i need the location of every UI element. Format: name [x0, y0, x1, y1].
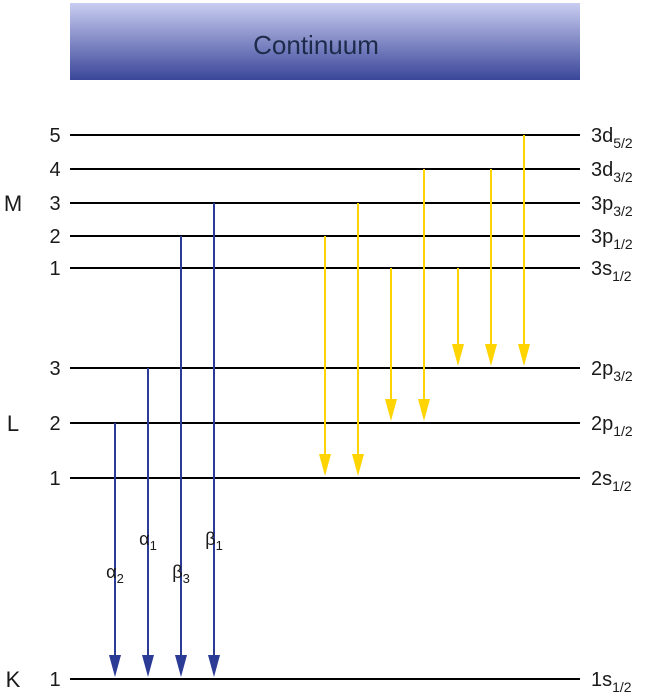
arrowhead — [175, 655, 187, 677]
arrowhead — [142, 655, 154, 677]
orbital-subscript: 1/2 — [613, 236, 633, 252]
arrowhead — [109, 655, 121, 677]
level-2p12: 2 2p1/2 — [49, 413, 632, 439]
orbital-name: 3p — [591, 226, 613, 248]
level-orbital-label: 1s1/2 — [591, 669, 632, 695]
shell-label-l: L — [7, 411, 19, 436]
level-3p12: 2 3p1/2 — [49, 226, 632, 252]
transition-subscript: 3 — [183, 571, 190, 586]
level-number: 1 — [49, 258, 60, 280]
orbital-name: 2p — [591, 413, 613, 435]
l-transition-3d32-to-2p32 — [485, 169, 497, 366]
level-number: 5 — [49, 125, 60, 147]
transition-subscript: 1 — [150, 538, 157, 553]
orbital-name: 3p — [591, 193, 613, 215]
transition-label: α1 — [139, 529, 157, 553]
arrowhead — [452, 344, 464, 366]
orbital-subscript: 3/2 — [613, 169, 633, 185]
orbital-subscript: 1/2 — [613, 423, 633, 439]
transition-label: α2 — [106, 562, 124, 586]
transition-subscript: 1 — [216, 538, 223, 553]
transition-label: β3 — [172, 562, 190, 586]
orbital-name: 3s — [591, 258, 612, 280]
orbital-name: 2p — [591, 358, 613, 380]
arrowhead — [319, 454, 331, 476]
continuum-band: Continuum — [70, 3, 580, 80]
orbital-subscript: 5/2 — [613, 135, 633, 151]
l-transition-3s12-to-2p32 — [452, 268, 464, 366]
orbital-subscript: 1/2 — [612, 478, 632, 494]
level-number: 3 — [49, 358, 60, 380]
level-orbital-label: 2p1/2 — [591, 413, 633, 439]
level-number: 2 — [49, 226, 60, 248]
orbital-name: 1s — [591, 669, 612, 691]
arrowhead — [352, 454, 364, 476]
l-series-transitions — [319, 135, 530, 476]
continuum-box — [70, 3, 580, 80]
level-2s12: 1 2s1/2 — [49, 468, 631, 494]
transition-label: β1 — [205, 529, 223, 553]
energy-levels: 5 3d5/24 3d3/23 3p3/22 3p1/21 3s1/23 2p3/22 2p1… — [49, 125, 632, 695]
level-number: 3 — [49, 193, 60, 215]
level-number: 4 — [49, 159, 60, 181]
level-number: 2 — [49, 413, 60, 435]
shell-label-k: K — [6, 667, 21, 692]
transition-greek: β — [205, 529, 215, 549]
level-orbital-label: 3d5/2 — [591, 125, 633, 151]
arrowhead — [208, 655, 220, 677]
level-orbital-label: 2p3/2 — [591, 358, 633, 384]
shell-label-m: M — [4, 191, 22, 216]
orbital-subscript: 3/2 — [613, 203, 633, 219]
level-3s12: 1 3s1/2 — [49, 258, 631, 284]
arrowhead — [418, 399, 430, 421]
level-number: 1 — [49, 669, 60, 691]
orbital-subscript: 1/2 — [612, 268, 632, 284]
transition-greek: β — [172, 562, 182, 582]
level-orbital-label: 3d3/2 — [591, 159, 633, 185]
k-transition-β3: β3 — [172, 236, 190, 677]
continuum-label: Continuum — [253, 30, 379, 60]
orbital-name: 3d — [591, 159, 613, 181]
orbital-subscript: 1/2 — [612, 679, 632, 695]
level-orbital-label: 3p3/2 — [591, 193, 633, 219]
k-transition-β1: β1 — [205, 203, 223, 677]
transition-greek: α — [106, 562, 116, 582]
transition-subscript: 2 — [117, 571, 124, 586]
l-transition-3p12-to-2s12 — [319, 236, 331, 476]
l-transition-3d52-to-2p32 — [518, 135, 530, 366]
level-orbital-label: 2s1/2 — [591, 468, 632, 494]
k-transition-α1: α1 — [139, 368, 157, 677]
level-3p32: 3 3p3/2 — [49, 193, 632, 219]
arrowhead — [518, 344, 530, 366]
orbital-name: 3d — [591, 125, 613, 147]
transition-greek: α — [139, 529, 149, 549]
k-transition-α2: α2 — [106, 423, 124, 677]
arrowhead — [385, 399, 397, 421]
level-orbital-label: 3s1/2 — [591, 258, 632, 284]
level-1s12: 1 1s1/2 — [49, 669, 631, 695]
level-orbital-label: 3p1/2 — [591, 226, 633, 252]
orbital-subscript: 3/2 — [613, 368, 633, 384]
level-3d32: 4 3d3/2 — [49, 159, 632, 185]
arrowhead — [485, 344, 497, 366]
l-transition-3p32-to-2s12 — [352, 203, 364, 476]
level-3d52: 5 3d5/2 — [49, 125, 632, 151]
l-transition-3d32-to-2p12 — [418, 169, 430, 421]
level-number: 1 — [49, 468, 60, 490]
level-2p32: 3 2p3/2 — [49, 358, 632, 384]
orbital-name: 2s — [591, 468, 612, 490]
shell-labels: M L K — [4, 191, 22, 692]
l-transition-3s12-to-2p12 — [385, 268, 397, 421]
